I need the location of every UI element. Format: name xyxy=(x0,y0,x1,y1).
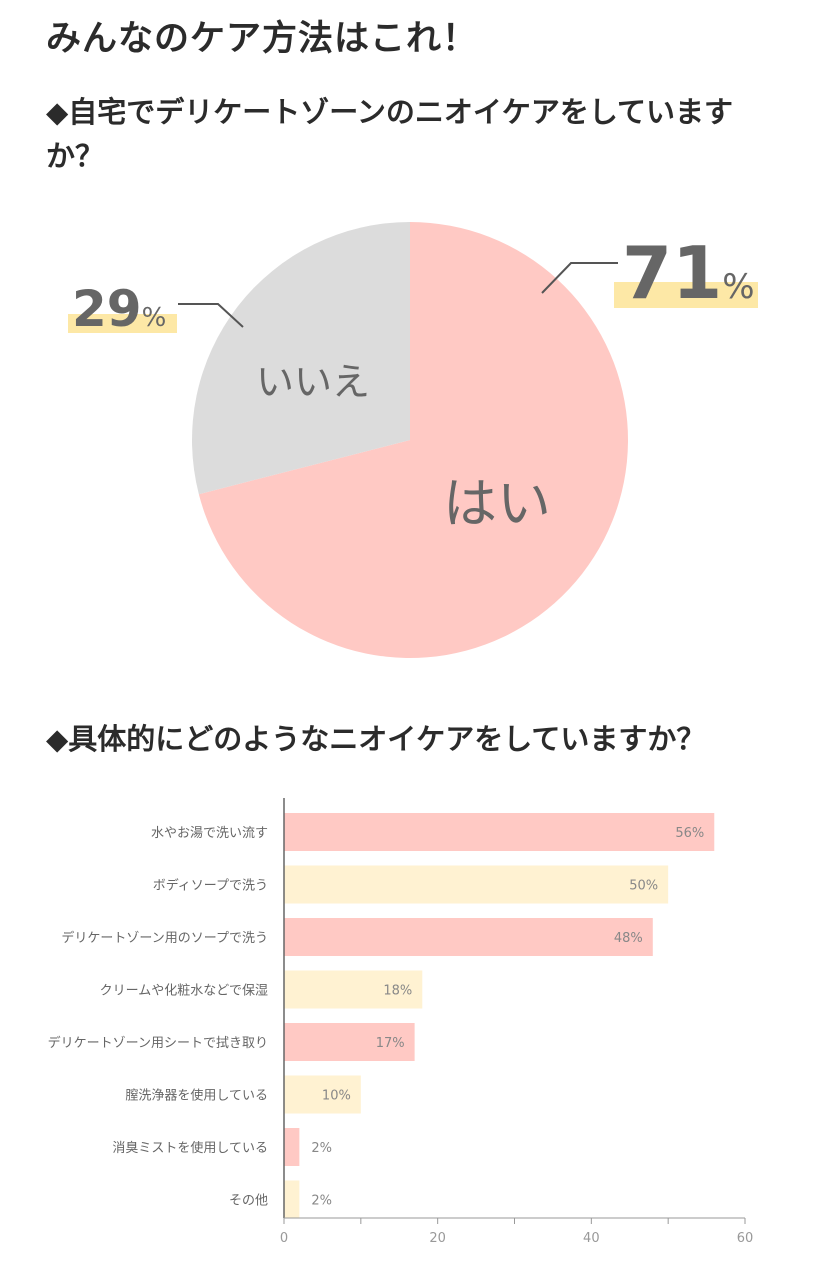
x-tick-label-2: 40 xyxy=(583,1231,600,1246)
bar-2 xyxy=(284,918,653,956)
bar-value-label-0: 56% xyxy=(675,826,704,841)
bar-category-label-6: 消臭ミストを使用している xyxy=(112,1140,268,1156)
value-highlight-0 xyxy=(614,282,758,308)
bar-category-label-0: 水やお湯で洗い流す xyxy=(151,826,268,841)
bar-value-label-6: 2% xyxy=(311,1141,332,1156)
bar-category-label-5: 膣洗浄器を使用している xyxy=(125,1088,268,1104)
x-tick-label-1: 20 xyxy=(429,1231,446,1246)
pie-slice-1 xyxy=(192,222,410,495)
bar-7 xyxy=(284,1180,300,1219)
bar-1 xyxy=(284,865,669,904)
bar-4 xyxy=(284,1023,415,1061)
bar-value-label-3: 18% xyxy=(383,984,412,999)
bar-category-label-4: デリケートゾーン用シートで拭き取り xyxy=(48,1035,268,1051)
bar-3 xyxy=(284,970,423,1009)
pie-chart: はい 71% いいえ 29% xyxy=(68,222,758,658)
bar-value-label-2: 48% xyxy=(614,931,643,946)
bar-0 xyxy=(284,813,715,851)
bar-category-label-1: ボディソープで洗う xyxy=(153,878,268,894)
pie-value-label-1: 29% xyxy=(72,280,166,338)
leader-line-0 xyxy=(541,262,618,294)
value-highlight-1 xyxy=(68,314,177,333)
pie-value-label-0: 71% xyxy=(622,231,755,315)
bar-value-label-5: 10% xyxy=(322,1089,351,1104)
bar-5 xyxy=(284,1075,361,1114)
pie-slice-label-1: いいえ xyxy=(256,360,370,404)
question-home-care: ◆自宅でデリケートゾーンのニオイケアをしていますか？ xyxy=(46,95,733,173)
bar-6 xyxy=(284,1128,300,1166)
page-title: みんなのケア方法はこれ！ xyxy=(46,19,479,59)
bar-value-label-7: 2% xyxy=(311,1194,332,1209)
bar-category-label-2: デリケートゾーン用のソープで洗う xyxy=(61,930,268,946)
bar-value-label-1: 50% xyxy=(629,879,658,894)
leader-line-1 xyxy=(178,303,244,328)
pie-slice-0 xyxy=(198,222,629,658)
bar-category-label-3: クリームや化粧水などで保湿 xyxy=(100,984,268,999)
x-tick-label-3: 60 xyxy=(737,1231,754,1246)
x-tick-label-0: 0 xyxy=(280,1231,288,1246)
pie-slice-label-0: はい xyxy=(443,472,551,535)
question-care-methods: ◆具体的にどのようなニオイケアをしていますか？ xyxy=(46,722,706,756)
bar-category-label-7: その他 xyxy=(229,1194,268,1209)
bar-value-label-4: 17% xyxy=(376,1036,405,1051)
